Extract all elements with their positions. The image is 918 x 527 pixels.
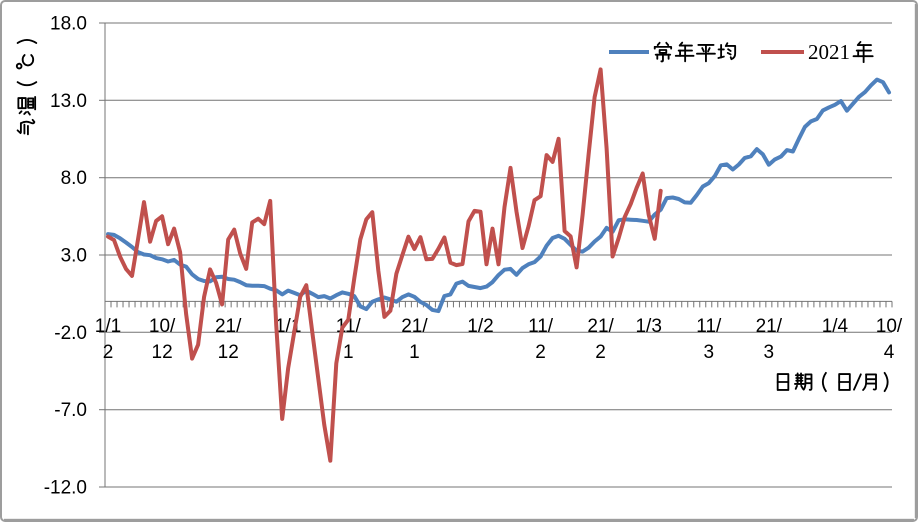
svg-text:1/1: 1/1 (95, 316, 121, 337)
svg-text:2: 2 (595, 342, 606, 363)
svg-text:-12.0: -12.0 (44, 478, 87, 499)
svg-text:21/: 21/ (401, 316, 428, 337)
svg-text:4: 4 (884, 342, 895, 363)
svg-text:21/: 21/ (756, 316, 783, 337)
svg-text:2: 2 (103, 342, 114, 363)
svg-text:13.0: 13.0 (50, 91, 87, 112)
svg-text:1/3: 1/3 (635, 316, 661, 337)
svg-text:12: 12 (218, 342, 239, 363)
svg-text:1/2: 1/2 (467, 316, 493, 337)
svg-text:11/: 11/ (528, 316, 554, 337)
svg-text:8.0: 8.0 (61, 168, 87, 189)
svg-text:1: 1 (409, 342, 420, 363)
svg-text:3: 3 (764, 342, 775, 363)
svg-text:11/: 11/ (696, 316, 722, 337)
svg-text:-2.0: -2.0 (54, 323, 87, 344)
svg-text:3: 3 (704, 342, 715, 363)
svg-text:21/: 21/ (215, 316, 242, 337)
svg-text:3.0: 3.0 (61, 246, 87, 267)
svg-text:2021: 2021 (808, 40, 850, 64)
svg-text:2: 2 (535, 342, 546, 363)
svg-text:1: 1 (343, 342, 354, 363)
svg-text:-7.0: -7.0 (54, 400, 87, 421)
svg-text:21/: 21/ (587, 316, 614, 337)
svg-text:12: 12 (152, 342, 173, 363)
svg-text:10/: 10/ (149, 316, 176, 337)
svg-text:18.0: 18.0 (50, 14, 87, 35)
svg-text:1/4: 1/4 (822, 316, 849, 337)
svg-text:10/: 10/ (876, 316, 903, 337)
